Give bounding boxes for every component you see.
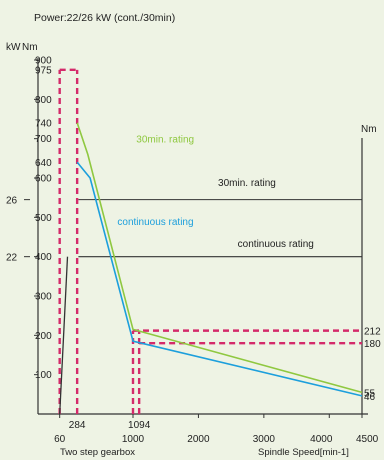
- x-tick-label: 2000: [187, 434, 210, 445]
- kw-tick-label: 26: [6, 196, 18, 207]
- annotation: continuous rating: [117, 217, 193, 228]
- nm-axis-unit: Nm: [22, 42, 38, 53]
- nm-tick-label: 800: [35, 95, 52, 106]
- torque-label: 640: [35, 158, 52, 169]
- nm-tick-label: 900: [35, 56, 52, 67]
- x-label-right: Spindle Speed[min-1]: [258, 447, 349, 458]
- nm-tick-label: 200: [35, 331, 52, 342]
- right-nm-label: 180: [364, 339, 381, 350]
- series-30min: [76, 122, 363, 394]
- nm-tick-label: 700: [35, 134, 52, 145]
- x-tick-label: 60: [54, 434, 66, 445]
- x-special-label: 1094: [128, 420, 151, 431]
- kw-tick-label: 22: [6, 253, 18, 264]
- plot-area: 100 200 300 400 500 600 700 800 900 22 26 60 1000 200…: [6, 56, 381, 446]
- series-ramp: [59, 256, 69, 415]
- torque-label: 740: [35, 118, 52, 129]
- nm-tick-label: 500: [35, 213, 52, 224]
- x-tick-label: 4000: [310, 434, 333, 445]
- x-tick-label: 4500: [356, 434, 379, 445]
- nm-tick-label: 600: [35, 174, 52, 185]
- right-axis-unit: Nm: [361, 124, 377, 135]
- series-continuous: [76, 161, 363, 397]
- chart-title: Power:22/26 kW (cont./30min): [34, 12, 175, 24]
- annotation: continuous rating: [238, 239, 314, 250]
- x-tick-label: 3000: [253, 434, 276, 445]
- annotation: 30min. rating: [218, 178, 276, 189]
- nm-tick-label: 100: [35, 370, 52, 381]
- kw-axis-unit: kW: [6, 42, 21, 53]
- right-nm-label: 55: [364, 388, 376, 399]
- right-nm-label: 46: [364, 392, 376, 403]
- x-label-left: Two step gearbox: [60, 447, 135, 458]
- torque-label: 975: [35, 65, 52, 76]
- annotation: 30min. rating: [136, 135, 194, 146]
- right-nm-label: 212: [364, 327, 381, 338]
- x-tick-label: 1000: [122, 434, 145, 445]
- nm-tick-label: 300: [35, 292, 52, 303]
- x-special-label: 284: [69, 420, 86, 431]
- nm-tick-label: 400: [35, 252, 52, 263]
